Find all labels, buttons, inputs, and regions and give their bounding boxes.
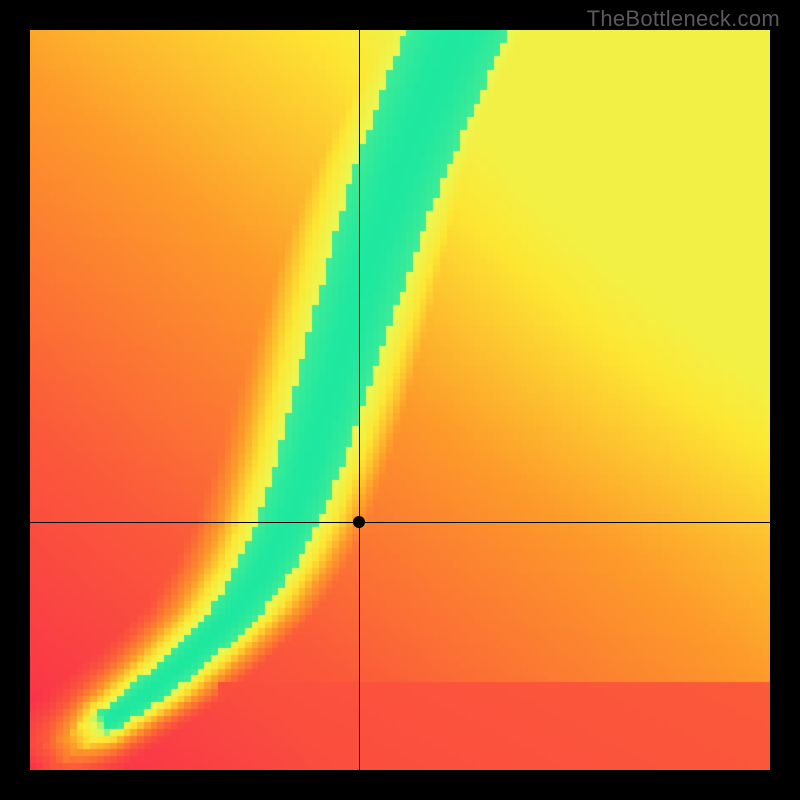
chart-container: { "watermark": "TheBottleneck.com", "can… bbox=[0, 0, 800, 800]
crosshair-horizontal bbox=[30, 522, 770, 523]
watermark-text: TheBottleneck.com bbox=[587, 6, 780, 32]
crosshair-marker bbox=[353, 516, 365, 528]
crosshair-vertical bbox=[359, 30, 360, 770]
plot-area bbox=[30, 30, 770, 770]
heatmap-canvas bbox=[30, 30, 770, 770]
